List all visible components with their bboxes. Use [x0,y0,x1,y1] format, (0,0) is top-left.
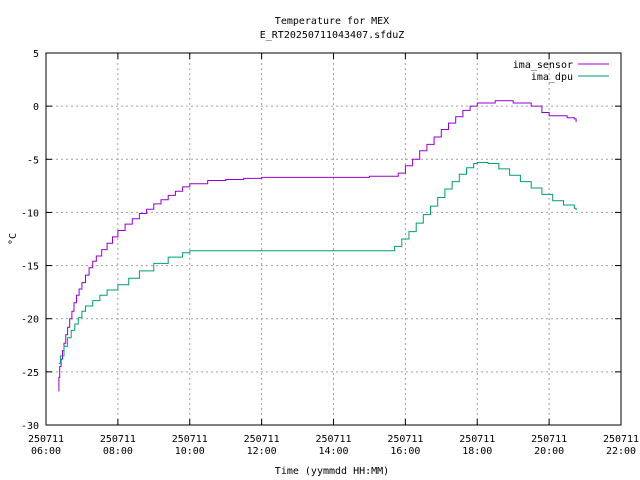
y-tick-label: -20 [21,315,39,326]
x-tick-label-time: 22:00 [606,446,636,457]
chart-subtitle: E_RT20250711043407.sfduZ [260,30,405,41]
y-tick-label: 5 [33,49,39,60]
x-tick-label-time: 14:00 [318,446,348,457]
x-tick-label-date: 250711 [100,434,136,445]
chart-title: Temperature for MEX [275,16,389,27]
x-tick-label-date: 250711 [603,434,639,445]
x-tick-label-date: 250711 [459,434,495,445]
x-tick-label-date: 250711 [172,434,208,445]
x-axis-label: Time (yymmdd HH:MM) [275,466,389,477]
x-tick-label-time: 10:00 [175,446,205,457]
x-tick-label-time: 20:00 [534,446,564,457]
y-tick-label: 0 [33,102,39,113]
legend: ima_sensor ima_dpu [513,60,609,83]
series-line-ima-dpu [58,162,577,364]
x-tick-label-time: 12:00 [247,446,277,457]
x-tick-label-date: 250711 [28,434,64,445]
x-tick-label-date: 250711 [387,434,423,445]
x-tick-label-time: 18:00 [462,446,492,457]
x-tick-label-date: 250711 [315,434,351,445]
x-tick-label-date: 250711 [531,434,567,445]
y-tick-label: -25 [21,368,39,379]
x-tick-label-date: 250711 [244,434,280,445]
y-tick-label: -10 [21,208,39,219]
plot-frame [45,52,622,426]
y-axis-label: °C [8,233,19,245]
y-tick-label: -5 [27,155,39,166]
legend-label-ima-dpu: ima_dpu [531,72,573,83]
data-series [58,100,577,392]
y-tick-label: -30 [21,421,39,432]
x-tick-label-time: 08:00 [103,446,133,457]
series-line-ima-sensor [58,100,577,392]
legend-label-ima-sensor: ima_sensor [513,60,573,71]
y-axis-tick-labels: 5 0 -5 -10 -15 -20 -25 -30 [21,49,39,432]
x-tick-label-time: 16:00 [390,446,420,457]
y-tick-label: -15 [21,262,39,273]
x-axis-tick-labels: 25071106:0025071108:0025071110:002507111… [28,434,639,457]
x-tick-label-time: 06:00 [31,446,61,457]
